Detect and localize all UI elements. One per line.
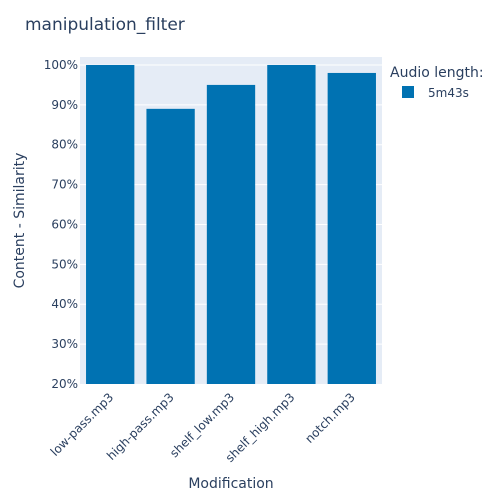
y-tick-label: 60% [51,217,78,231]
y-tick-label: 100% [44,58,78,72]
bar[interactable] [86,64,135,384]
y-tick-label: 30% [51,337,78,351]
legend[interactable]: Audio length: 5m43s [390,65,484,100]
x-tick-label: shelf_low.mp3 [167,390,237,460]
bar[interactable] [146,108,195,384]
bar[interactable] [327,72,376,384]
y-tick-label: 90% [51,98,78,112]
bar[interactable] [267,64,316,384]
y-tick-label: 20% [51,377,78,391]
y-axis-ticks: 20% 30% 40% 50% 60% 70% 80% 90% 100% [44,58,78,391]
y-tick-label: 40% [51,297,78,311]
x-tick-label: notch.mp3 [302,390,358,446]
y-axis-label: Content - Similarity [12,153,28,289]
x-axis-ticks: low-pass.mp3high-pass.mp3shelf_low.mp3sh… [48,390,358,465]
legend-swatch[interactable] [402,86,414,98]
x-tick-label: low-pass.mp3 [48,390,117,459]
y-tick-label: 50% [51,257,78,271]
y-tick-label: 80% [51,138,78,152]
bars [86,64,376,384]
x-axis-label: Modification [188,476,273,492]
bar[interactable] [206,84,256,384]
chart-title: manipulation_filter [25,15,185,35]
legend-title: Audio length: [390,65,484,81]
legend-item-label[interactable]: 5m43s [428,86,469,100]
y-tick-label: 70% [51,178,78,192]
